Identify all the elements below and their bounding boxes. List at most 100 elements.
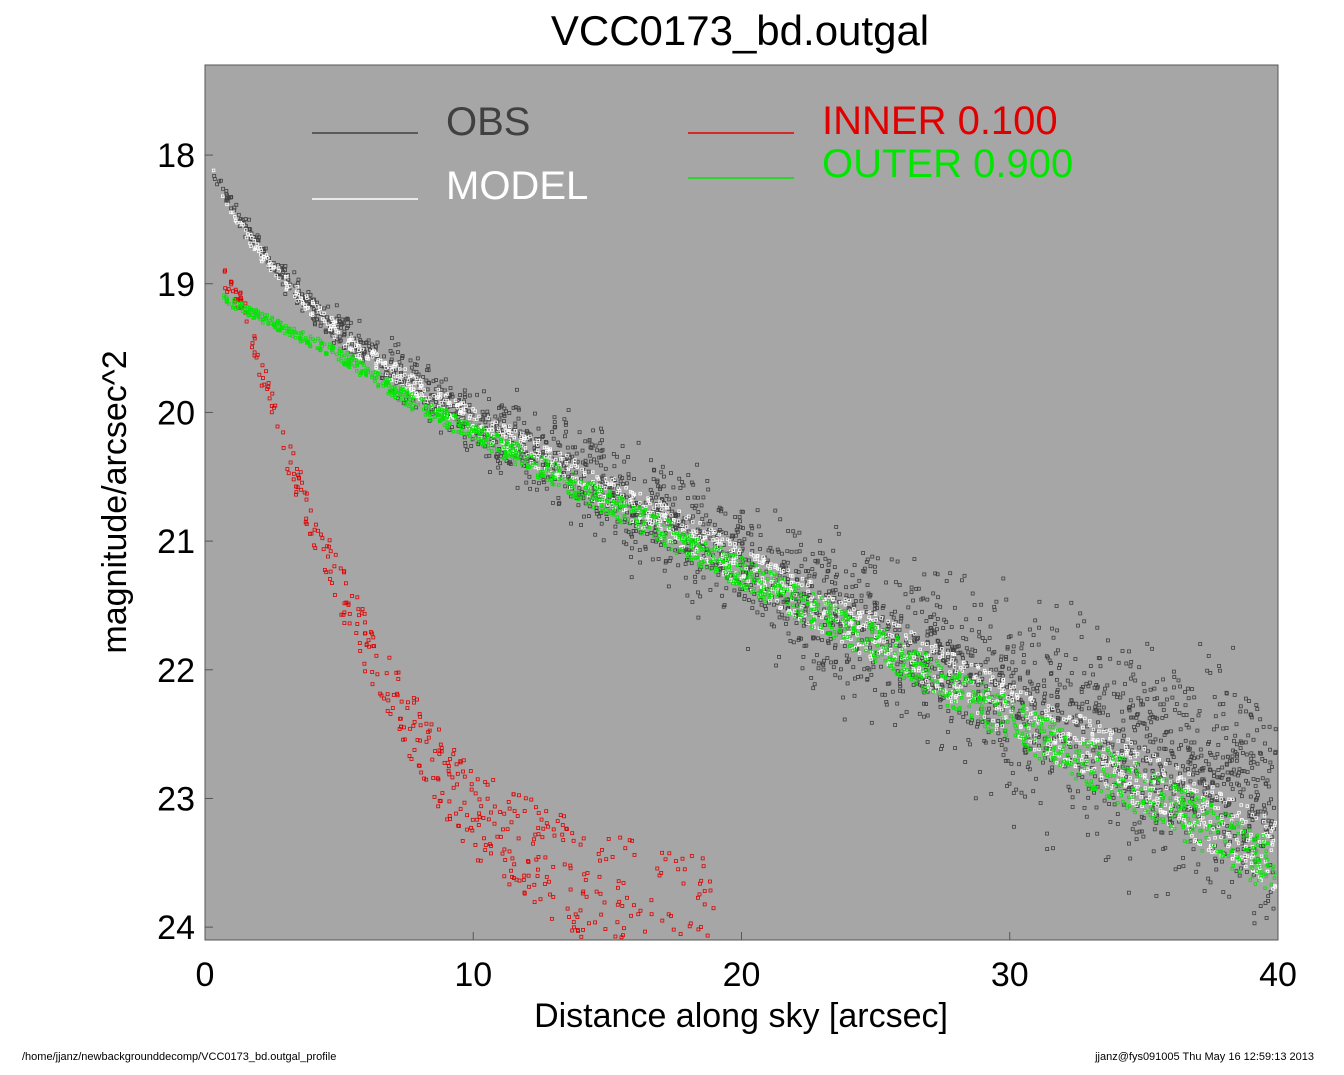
obs-point	[794, 569, 799, 573]
obs-point	[1062, 685, 1067, 690]
inner-point	[226, 287, 231, 292]
obs-point	[1249, 756, 1254, 761]
obs-point	[1124, 661, 1129, 666]
obs-point	[765, 558, 770, 563]
obs-point	[1003, 759, 1008, 763]
inner-point	[606, 837, 611, 841]
obs-point	[850, 594, 855, 598]
inner-point	[454, 762, 459, 767]
obs-point	[1087, 706, 1091, 711]
inner-point	[447, 772, 452, 777]
obs-point	[508, 462, 513, 466]
obs-point	[832, 565, 837, 569]
inner-point	[364, 643, 369, 647]
inner-point	[578, 908, 583, 913]
obs-point	[1115, 812, 1120, 816]
obs-point	[654, 539, 658, 544]
obs-point	[281, 270, 286, 275]
obs-point	[544, 486, 549, 491]
obs-point	[1018, 697, 1023, 702]
obs-point	[237, 224, 242, 229]
obs-point	[969, 628, 974, 633]
obs-point	[1153, 737, 1158, 742]
inner-point	[436, 804, 441, 809]
obs-point	[681, 483, 686, 488]
inner-point	[291, 477, 296, 482]
obs-point	[234, 202, 239, 207]
obs-point	[385, 366, 390, 371]
obs-point	[1148, 739, 1153, 744]
obs-point	[574, 470, 578, 475]
obs-point	[1222, 829, 1227, 834]
inner-point	[535, 874, 540, 878]
obs-point	[433, 400, 438, 404]
inner-point	[512, 862, 517, 867]
obs-point	[1192, 695, 1197, 700]
obs-point	[581, 460, 585, 465]
obs-point	[886, 621, 890, 625]
obs-point	[1196, 713, 1201, 718]
obs-point	[890, 689, 895, 694]
obs-point	[1183, 703, 1188, 708]
obs-point	[1017, 631, 1022, 636]
obs-point	[1092, 728, 1097, 733]
obs-point	[1172, 669, 1176, 674]
obs-point	[1247, 810, 1252, 815]
obs-point	[815, 560, 820, 565]
obs-point	[1020, 641, 1025, 646]
obs-point	[966, 650, 971, 655]
obs-point	[862, 569, 867, 574]
inner-point	[541, 826, 546, 831]
inner-point	[583, 878, 588, 882]
obs-point	[1218, 668, 1222, 673]
obs-point	[1127, 708, 1132, 713]
obs-point	[1050, 765, 1055, 770]
obs-point	[1248, 712, 1253, 717]
obs-point	[872, 600, 877, 605]
obs-point	[1250, 818, 1255, 822]
obs-point	[930, 628, 935, 633]
obs-point	[1141, 758, 1145, 763]
obs-point	[1166, 758, 1170, 763]
obs-point	[773, 508, 778, 513]
obs-point	[1263, 759, 1267, 763]
inner-point	[460, 839, 465, 843]
obs-point	[594, 505, 599, 510]
obs-point	[714, 582, 719, 587]
obs-point	[960, 578, 964, 583]
inner-point	[366, 638, 371, 643]
obs-point	[601, 454, 606, 459]
obs-point	[1094, 805, 1099, 810]
obs-point	[751, 599, 756, 604]
inner-point	[473, 843, 478, 847]
inner-point	[610, 855, 615, 859]
obs-point	[1080, 701, 1085, 706]
obs-point	[415, 356, 420, 361]
obs-point	[1112, 691, 1116, 696]
obs-point	[917, 711, 922, 716]
inner-point	[408, 726, 413, 731]
inner-point	[568, 866, 573, 871]
obs-point	[933, 622, 937, 626]
obs-point	[597, 514, 602, 519]
obs-point	[705, 478, 710, 483]
obs-point	[994, 599, 999, 604]
obs-point	[1161, 708, 1166, 712]
obs-point	[747, 598, 751, 602]
obs-point	[834, 659, 838, 664]
obs-point	[1068, 788, 1072, 793]
obs-point	[817, 613, 822, 617]
inner-point	[358, 649, 363, 653]
obs-point	[714, 563, 718, 568]
inner-point	[401, 725, 406, 730]
obs-point	[763, 604, 767, 609]
obs-point	[1173, 867, 1178, 872]
inner-point	[446, 768, 451, 773]
obs-point	[1262, 803, 1266, 808]
obs-point	[482, 389, 486, 394]
inner-point	[681, 881, 686, 886]
inner-point	[503, 858, 508, 862]
obs-point	[566, 408, 571, 413]
inner-point	[455, 782, 460, 787]
inner-point	[228, 279, 233, 284]
